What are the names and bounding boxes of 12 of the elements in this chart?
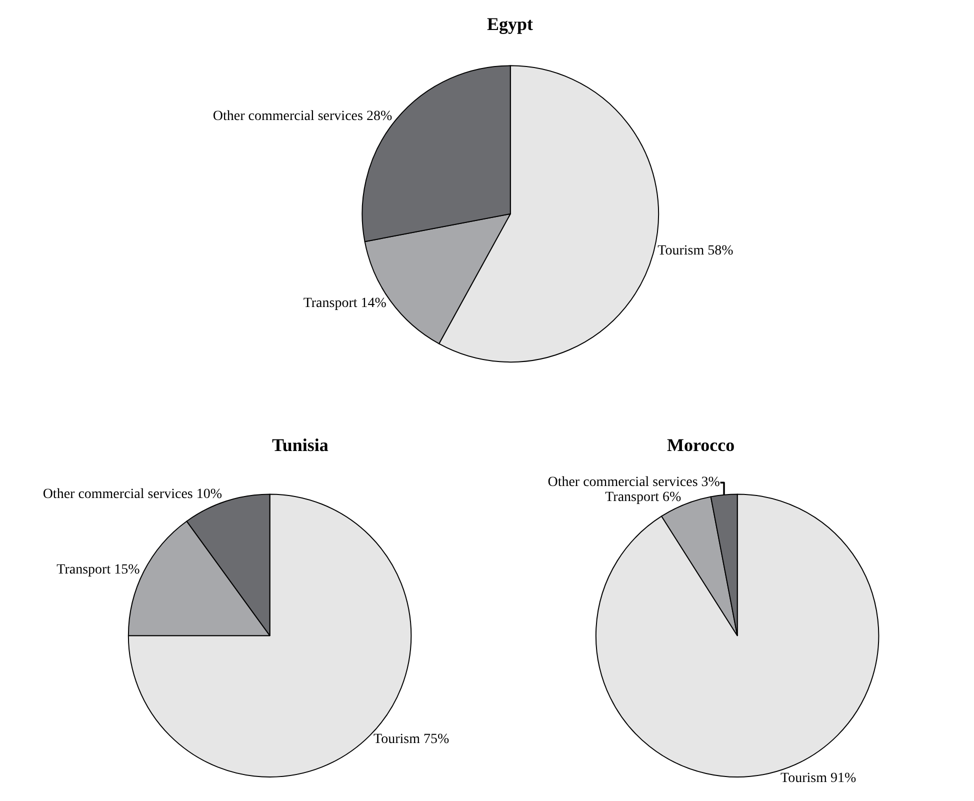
slice-label: Transport 6% (605, 490, 682, 506)
slice-label: Transport 14% (303, 296, 387, 312)
chart-title: Tunisia (272, 435, 328, 455)
slice-label: Other commercial services 28% (212, 108, 392, 124)
chart-title: Egypt (487, 14, 534, 34)
slice-label: Tourism 91% (780, 770, 856, 786)
slice-label: Other commercial services 10% (42, 486, 222, 502)
slice-label: Tourism 58% (658, 244, 734, 259)
slice-label: Other commercial services 3% (548, 475, 720, 490)
slice-label: Tourism 75% (374, 732, 450, 747)
chart-title: Morocco (667, 435, 735, 455)
slice-label: Transport 15% (56, 562, 140, 578)
